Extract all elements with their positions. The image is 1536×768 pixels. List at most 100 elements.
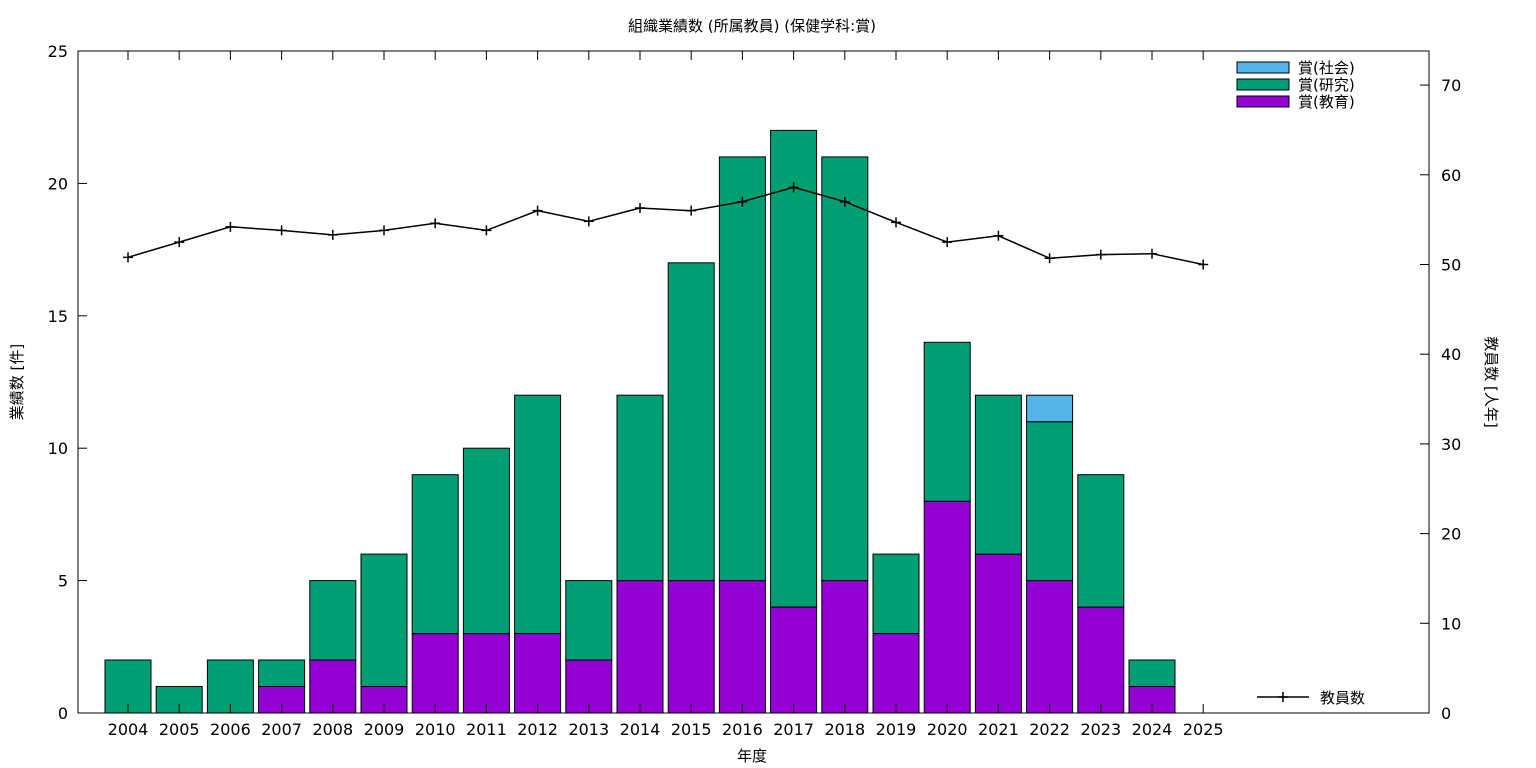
bar-2015-series-0 [667, 580, 715, 714]
line-point-2010 [430, 218, 441, 229]
bar-2021-series-0 [974, 553, 1022, 714]
x-tick-label-2007: 2007 [261, 720, 302, 739]
x-tick-label-2006: 2006 [210, 720, 251, 739]
line-point-2005 [174, 237, 185, 248]
line-point-2020 [942, 237, 953, 248]
bar-2020-series-0 [923, 500, 971, 714]
bar-2006-series-1 [206, 659, 254, 714]
line-point-2009 [379, 225, 389, 236]
line-point-2006 [225, 221, 236, 232]
x-tick-label-2022: 2022 [1029, 720, 1070, 739]
line-point-2008 [327, 229, 338, 240]
legend-swatch-0 [1236, 95, 1290, 108]
x-tick-label-2012: 2012 [517, 720, 558, 739]
bars-layer [104, 129, 1176, 714]
x-tick-label-2011: 2011 [466, 720, 507, 739]
bar-2007-series-1 [258, 659, 306, 687]
legend-label-1: 賞(研究) [1298, 76, 1355, 94]
y-tick-label-5: 5 [58, 572, 68, 591]
x-tick-label-2004: 2004 [108, 720, 149, 739]
bar-2016-series-1 [718, 156, 766, 582]
y-tick-label-20: 20 [48, 174, 68, 193]
bar-2012-series-0 [514, 633, 562, 714]
chart-title: 組織業績数 (所属教員) (保健学科:賞) [628, 17, 876, 35]
line-point-2013 [583, 216, 594, 227]
line-point-2019 [891, 217, 901, 228]
y2-tick-label-40: 40 [1441, 345, 1461, 364]
x-tick-label-2025: 2025 [1183, 720, 1224, 739]
x-axis-label: 年度 [737, 747, 767, 765]
line-layer [123, 182, 1209, 270]
bar-2017-series-0 [770, 606, 818, 714]
x-tick-label-2019: 2019 [876, 720, 917, 739]
bar-2018-series-0 [821, 580, 869, 714]
legend-swatch-1 [1236, 78, 1290, 91]
line-point-2016 [737, 196, 748, 207]
x-tick-label-2016: 2016 [722, 720, 763, 739]
x-tick-label-2018: 2018 [824, 720, 865, 739]
line-point-2024 [1147, 248, 1157, 259]
line-point-2023 [1095, 249, 1106, 260]
legend-label-faculty: 教員数 [1320, 689, 1365, 707]
legend-label-0: 賞(教育) [1298, 93, 1355, 111]
bar-2019-series-1 [872, 553, 920, 634]
bar-2014-series-1 [616, 394, 664, 582]
y-tick-label-25: 25 [48, 42, 68, 61]
bar-2011-series-1 [462, 447, 510, 635]
bar-2010-series-0 [411, 633, 459, 714]
y2-tick-label-50: 50 [1441, 255, 1461, 274]
bar-2022-series-2 [1026, 394, 1074, 423]
y-tick-label-10: 10 [48, 439, 68, 458]
bar-2023-series-1 [1077, 474, 1125, 608]
x-tick-label-2021: 2021 [978, 720, 1019, 739]
y2-axis-label: 教員数 [人年] [1482, 336, 1500, 427]
bar-2016-series-0 [718, 580, 766, 714]
line-point-2017 [788, 182, 799, 193]
y2-tick-label-20: 20 [1441, 525, 1461, 544]
bar-2015-series-1 [667, 262, 715, 582]
bar-2020-series-1 [923, 341, 971, 502]
line-point-2007 [276, 225, 287, 236]
bar-2017-series-1 [770, 129, 818, 608]
plot-frame [77, 50, 1430, 714]
line-point-2021 [993, 230, 1004, 241]
x-tick-label-2009: 2009 [364, 720, 405, 739]
line-point-2018 [839, 196, 850, 207]
bar-2024-series-1 [1128, 659, 1176, 687]
x-tick-label-2024: 2024 [1132, 720, 1173, 739]
line-point-2012 [532, 205, 543, 216]
y-tick-label-0: 0 [58, 704, 68, 723]
line-faculty-count [127, 186, 1204, 266]
x-tick-label-2014: 2014 [620, 720, 661, 739]
legend-label-2: 賞(社会) [1298, 59, 1355, 77]
y-tick-label-15: 15 [48, 307, 68, 326]
x-tick-label-2015: 2015 [671, 720, 712, 739]
legend-swatch-2 [1236, 61, 1290, 74]
y2-tick-label-0: 0 [1441, 704, 1451, 723]
bar-2023-series-0 [1077, 606, 1125, 714]
line-point-2022 [1044, 253, 1055, 264]
bar-2011-series-0 [462, 633, 510, 714]
line-point-2014 [635, 202, 645, 213]
bar-2018-series-1 [821, 156, 869, 582]
x-tick-label-2020: 2020 [927, 720, 968, 739]
x-tick-label-2013: 2013 [568, 720, 609, 739]
bar-2009-series-1 [360, 553, 408, 687]
bar-2008-series-1 [309, 580, 357, 661]
x-tick-label-2010: 2010 [415, 720, 456, 739]
x-tick-label-2008: 2008 [312, 720, 353, 739]
x-tick-label-2005: 2005 [159, 720, 200, 739]
legend-line-marker [1278, 692, 1288, 702]
line-point-2011 [481, 225, 492, 236]
bar-2010-series-1 [411, 474, 459, 635]
bar-2012-series-1 [514, 394, 562, 635]
bar-2019-series-0 [872, 633, 920, 714]
line-point-2004 [123, 252, 133, 263]
bar-2014-series-0 [616, 580, 664, 714]
y-axis-label: 業績数 [件] [8, 344, 26, 420]
x-tick-label-2023: 2023 [1080, 720, 1121, 739]
bar-2022-series-1 [1026, 421, 1074, 582]
line-point-2015 [686, 205, 697, 216]
